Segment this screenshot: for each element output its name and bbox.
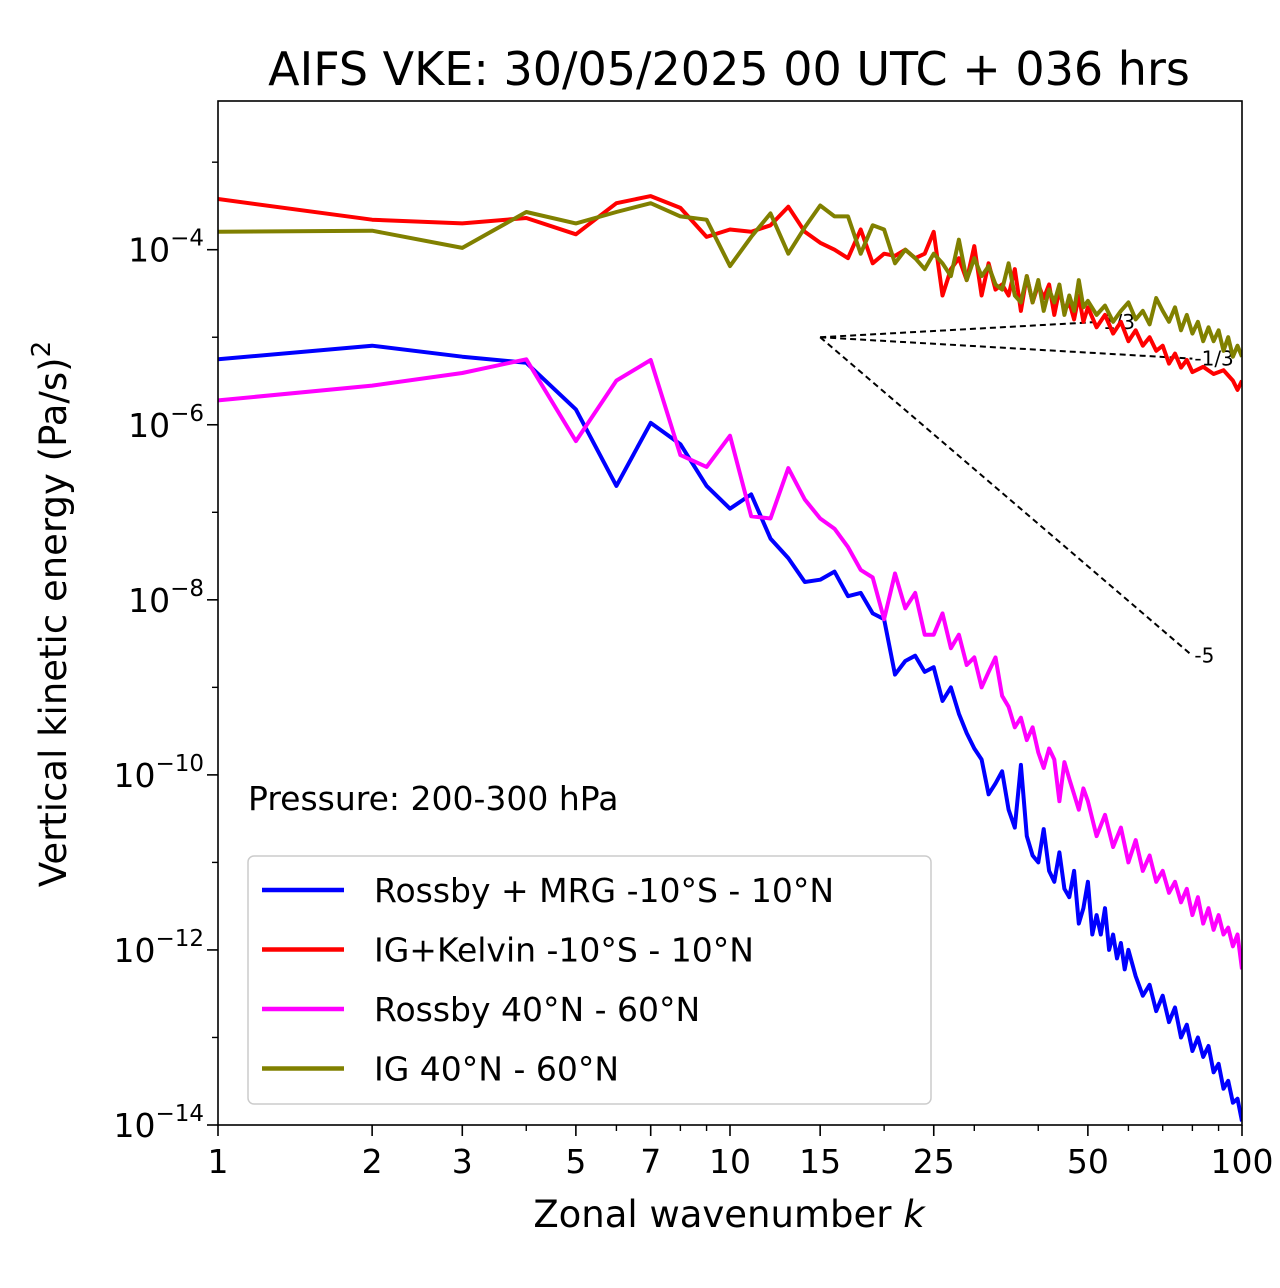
reference-slope-line-2 [819,336,1194,657]
pressure-annotation: Pressure: 200-300 hPa [248,779,618,818]
reference-slope-line-1 [820,320,1101,339]
chart-title: AIFS VKE: 30/05/2025 00 UTC + 036 hrs [268,42,1190,96]
y-tick-label: 10−4 [128,226,204,270]
legend-label-2: Rossby 40°N - 60°N [374,990,700,1029]
series-line-2 [218,357,1242,970]
y-axis-label-text: Vertical kinetic energy [32,473,75,887]
series-line-3 [218,201,1242,359]
y-axis-label: Vertical kinetic energy (Pa/s)2 [27,341,75,887]
legend-box [247,855,932,1105]
x-tick-label: 3 [452,1142,473,1181]
x-axis-label-text: Zonal wavenumber [533,1193,892,1236]
x-tick-label: 15 [799,1142,841,1181]
svg-text:Vertical kinetic energy (Pa/s): Vertical kinetic energy (Pa/s)2 [27,341,75,887]
legend-label-3: IG 40°N - 60°N [374,1050,619,1089]
series-lines [218,194,1242,1122]
reference-slope-line-0 [820,336,1193,360]
x-tick-label: 1 [208,1142,229,1181]
y-axis-label-unit: (Pa/s) [32,357,75,461]
series-line-1 [218,194,1242,392]
y-axis-ticks: 10−4 10−6 10−8 10−10 10−12 10−14 [113,161,218,1145]
reference-slope-label-2: -5 [1194,644,1214,668]
x-axis-ticks: 1 2 3 5 7 10 15 25 50 100 [208,1125,1274,1181]
x-tick-label: 25 [913,1142,955,1181]
series-line-0 [218,343,1242,1122]
legend-label-1: IG+Kelvin -10°S - 10°N [374,931,754,970]
y-axis-label-exp: 2 [27,341,57,358]
y-tick-label: 10−6 [128,401,204,445]
x-tick-label: 100 [1211,1142,1274,1181]
legend: Rossby + MRG -10°S - 10°N IG+Kelvin -10°S… [247,855,932,1105]
y-tick-label: 10−14 [113,1101,204,1145]
y-tick-label: 10−12 [113,926,204,970]
x-tick-label: 5 [565,1142,586,1181]
x-axis-label-var: k [903,1193,926,1236]
legend-label-0: Rossby + MRG -10°S - 10°N [374,871,834,910]
x-tick-label: 10 [709,1142,751,1181]
x-axis-label: Zonal wavenumber k [533,1193,926,1236]
x-tick-label: 2 [362,1142,383,1181]
x-tick-label: 50 [1067,1142,1109,1181]
x-tick-label: 7 [640,1142,661,1181]
y-tick-label: 10−8 [128,576,204,620]
y-tick-label: 10−10 [113,751,204,795]
